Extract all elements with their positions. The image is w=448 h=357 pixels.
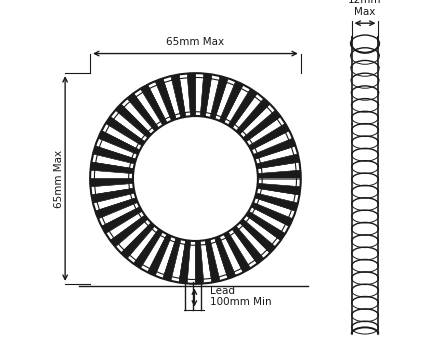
Polygon shape — [95, 138, 138, 159]
Polygon shape — [140, 85, 167, 125]
Polygon shape — [236, 223, 270, 258]
Polygon shape — [115, 219, 151, 253]
Polygon shape — [232, 93, 264, 131]
Polygon shape — [251, 202, 293, 226]
Polygon shape — [110, 110, 148, 142]
Text: Lead
100mm Min: Lead 100mm Min — [210, 286, 271, 307]
Polygon shape — [258, 170, 301, 178]
Polygon shape — [243, 110, 280, 142]
Polygon shape — [220, 81, 243, 123]
Polygon shape — [179, 240, 190, 283]
Polygon shape — [163, 76, 181, 119]
Polygon shape — [228, 229, 257, 268]
Polygon shape — [115, 104, 151, 138]
Polygon shape — [251, 131, 293, 155]
Text: 12mm
Max: 12mm Max — [348, 0, 382, 17]
Polygon shape — [246, 117, 285, 146]
Polygon shape — [163, 238, 181, 281]
Polygon shape — [236, 99, 270, 134]
Polygon shape — [140, 232, 167, 272]
Polygon shape — [121, 99, 155, 134]
Polygon shape — [210, 76, 228, 119]
Polygon shape — [155, 236, 176, 279]
Polygon shape — [90, 183, 134, 195]
Polygon shape — [255, 193, 298, 211]
Polygon shape — [102, 207, 142, 233]
Polygon shape — [187, 73, 195, 116]
Polygon shape — [253, 138, 296, 159]
Polygon shape — [240, 219, 276, 253]
Polygon shape — [134, 89, 163, 128]
Polygon shape — [93, 146, 136, 164]
Polygon shape — [243, 215, 280, 247]
Polygon shape — [256, 154, 299, 169]
Polygon shape — [215, 236, 236, 279]
Text: 40mm Min: 40mm Min — [168, 162, 223, 172]
Polygon shape — [257, 183, 301, 195]
Polygon shape — [255, 146, 298, 164]
Polygon shape — [256, 188, 299, 203]
Polygon shape — [171, 75, 185, 118]
Polygon shape — [90, 162, 134, 174]
Polygon shape — [224, 232, 250, 272]
Polygon shape — [90, 178, 133, 187]
Polygon shape — [91, 188, 135, 203]
Polygon shape — [93, 193, 136, 211]
Polygon shape — [127, 93, 159, 131]
Polygon shape — [110, 215, 148, 247]
Polygon shape — [249, 124, 289, 150]
Polygon shape — [232, 226, 264, 264]
Polygon shape — [155, 78, 176, 121]
Polygon shape — [148, 234, 172, 276]
Polygon shape — [205, 75, 220, 118]
Polygon shape — [90, 170, 133, 178]
Polygon shape — [228, 89, 257, 128]
Polygon shape — [195, 73, 204, 116]
Polygon shape — [148, 81, 172, 123]
Polygon shape — [102, 124, 142, 150]
Polygon shape — [224, 85, 250, 125]
Polygon shape — [249, 207, 289, 233]
Polygon shape — [127, 226, 159, 264]
Polygon shape — [106, 211, 145, 240]
Polygon shape — [246, 211, 285, 240]
Text: 65mm Max: 65mm Max — [166, 37, 224, 47]
Polygon shape — [98, 202, 140, 226]
Polygon shape — [200, 74, 212, 117]
Polygon shape — [121, 223, 155, 258]
Polygon shape — [258, 178, 301, 187]
Polygon shape — [171, 239, 185, 282]
Polygon shape — [95, 198, 138, 219]
Polygon shape — [98, 131, 140, 155]
Polygon shape — [253, 198, 296, 219]
Circle shape — [133, 116, 258, 241]
Polygon shape — [220, 234, 243, 276]
Polygon shape — [187, 241, 195, 284]
Polygon shape — [215, 78, 236, 121]
Polygon shape — [200, 240, 212, 283]
Polygon shape — [179, 74, 190, 117]
Text: 65mm Max: 65mm Max — [54, 150, 64, 207]
Polygon shape — [106, 117, 145, 146]
Polygon shape — [134, 229, 163, 268]
Polygon shape — [210, 238, 228, 281]
Polygon shape — [195, 241, 204, 284]
Polygon shape — [205, 239, 220, 282]
Polygon shape — [257, 162, 301, 174]
Polygon shape — [240, 104, 276, 138]
Polygon shape — [91, 154, 135, 169]
